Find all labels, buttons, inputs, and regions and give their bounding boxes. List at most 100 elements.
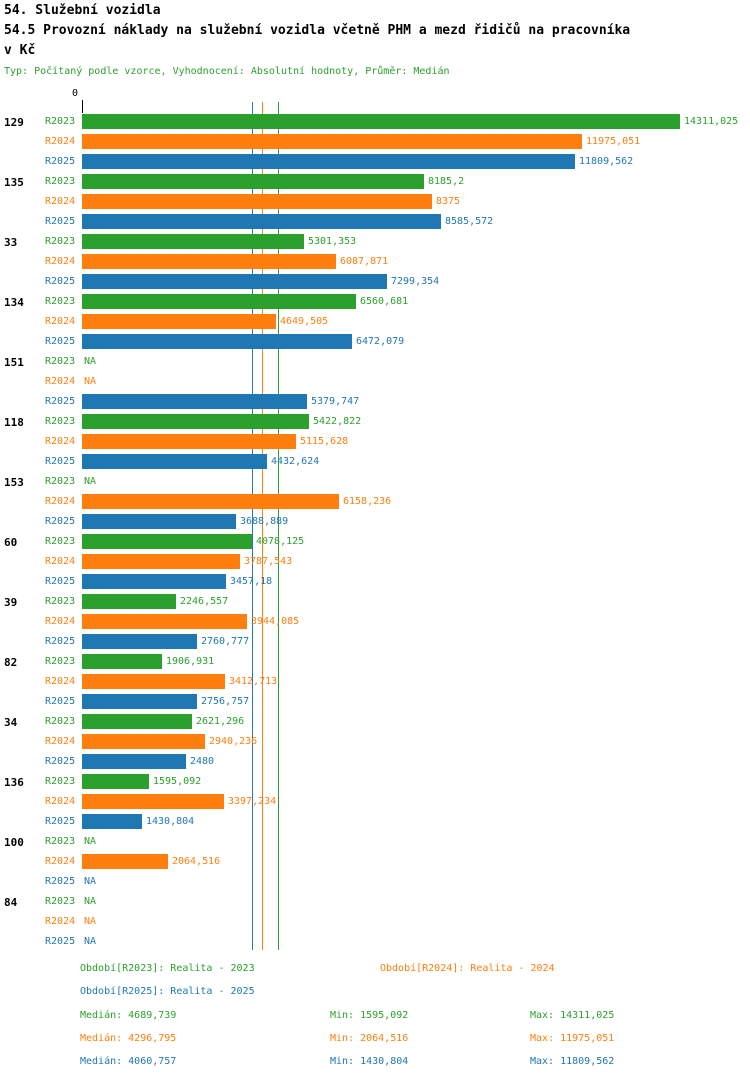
bar-value-label: 1595,092 <box>153 776 202 787</box>
bar-129-r2025 <box>82 154 575 169</box>
bar-136-r2024 <box>82 794 224 809</box>
series-label-r2023: R2023 <box>45 416 76 427</box>
bar-118-r2023 <box>82 414 309 429</box>
group-id-label: 153 <box>4 476 24 489</box>
bar-row: R2024 6158,236 <box>0 492 750 512</box>
series-label-r2025: R2025 <box>45 876 76 887</box>
na-label: NA <box>84 836 97 847</box>
group-id-label: 134 <box>4 296 24 309</box>
legend-r2023: Období[R2023]: Realita - 2023 <box>80 963 255 974</box>
bar-row: R2024 3944,085 <box>0 612 750 632</box>
legend-r2024: Období[R2024]: Realita - 2024 <box>380 963 555 974</box>
bar-value-label: 6087,871 <box>340 256 389 267</box>
bar-row: R2023 2246,557 <box>0 592 750 612</box>
bar-134-r2023 <box>82 294 356 309</box>
series-label-r2025: R2025 <box>45 336 76 347</box>
bar-row: R2023 8185,2 <box>0 172 750 192</box>
bar-60-r2024 <box>82 554 240 569</box>
bar-value-label: 3457,18 <box>230 576 273 587</box>
bar-row: R2025 3688,889 <box>0 512 750 532</box>
series-label-r2025: R2025 <box>45 576 76 587</box>
bar-82-r2025 <box>82 694 197 709</box>
bar-row: R2025 NA <box>0 932 750 952</box>
bar-39-r2025 <box>82 634 197 649</box>
bar-row: R2024 8375 <box>0 192 750 212</box>
bar-118-r2024 <box>82 434 296 449</box>
series-label-r2023: R2023 <box>45 536 76 547</box>
bar-value-label: 4432,624 <box>271 456 320 467</box>
bar-group-60: 60 R2023 4078,125 R2024 3787,543 R2025 3457,18 <box>0 532 750 592</box>
series-label-r2025: R2025 <box>45 156 76 167</box>
chart-type-line: Typ: Počítaný podle vzorce, Vyhodnocení:… <box>4 66 450 77</box>
bar-row: R2025 5379,747 <box>0 392 750 412</box>
bar-row: R2023 1906,931 <box>0 652 750 672</box>
bar-group-34: 34 R2023 2621,296 R2024 2940,236 R2025 2480 <box>0 712 750 772</box>
bar-33-r2025 <box>82 274 387 289</box>
bar-row: R2023 NA <box>0 892 750 912</box>
na-label: NA <box>84 376 97 387</box>
stat-max-r2025: Max: 11809,562 <box>530 1056 615 1067</box>
bar-row: R2025 NA <box>0 872 750 892</box>
bar-value-label: 4078,125 <box>256 536 305 547</box>
stat-max-r2024: Max: 11975,051 <box>530 1033 615 1044</box>
median-line-r2024 <box>262 102 263 950</box>
series-label-r2023: R2023 <box>45 356 76 367</box>
series-label-r2025: R2025 <box>45 516 76 527</box>
stat-min-r2025: Min: 1430,804 <box>330 1056 409 1067</box>
bar-136-r2023 <box>82 774 149 789</box>
bar-value-label: 8585,572 <box>445 216 494 227</box>
bar-group-84: 84 R2023 NA R2024 NA R2025 NA <box>0 892 750 952</box>
bar-135-r2025 <box>82 214 441 229</box>
series-label-r2025: R2025 <box>45 636 76 647</box>
bar-row: R2023 5301,353 <box>0 232 750 252</box>
stat-max-r2023: Max: 14311,025 <box>530 1010 615 1021</box>
series-label-r2024: R2024 <box>45 676 76 687</box>
bar-value-label: 5379,747 <box>311 396 360 407</box>
series-label-r2023: R2023 <box>45 116 76 127</box>
axis-zero-label: 0 <box>71 88 78 99</box>
bar-row: R2024 2064,516 <box>0 852 750 872</box>
bar-row: R2024 2940,236 <box>0 732 750 752</box>
bar-value-label: 3944,085 <box>251 616 300 627</box>
bar-value-label: 2480 <box>190 756 215 767</box>
bar-row: R2023 5422,822 <box>0 412 750 432</box>
bar-82-r2023 <box>82 654 162 669</box>
stat-median-r2024: Medián: 4296,795 <box>80 1033 177 1044</box>
bar-row: R2024 4649,505 <box>0 312 750 332</box>
bar-row: R2024 11975,051 <box>0 132 750 152</box>
bar-135-r2024 <box>82 194 432 209</box>
bar-135-r2023 <box>82 174 424 189</box>
stat-min-r2024: Min: 2064,516 <box>330 1033 409 1044</box>
bar-34-r2023 <box>82 714 192 729</box>
series-label-r2024: R2024 <box>45 436 76 447</box>
bar-value-label: 5301,353 <box>308 236 357 247</box>
bar-134-r2025 <box>82 334 352 349</box>
bar-row: R2023 NA <box>0 832 750 852</box>
bar-60-r2025 <box>82 574 226 589</box>
group-id-label: 60 <box>4 536 18 549</box>
bar-value-label: 11809,562 <box>579 156 634 167</box>
bar-group-151: 151 R2023 NA R2024 NA R2025 5379,747 <box>0 352 750 412</box>
stat-min-r2023: Min: 1595,092 <box>330 1010 409 1021</box>
series-label-r2025: R2025 <box>45 276 76 287</box>
series-label-r2025: R2025 <box>45 696 76 707</box>
bar-value-label: 14311,025 <box>684 116 739 127</box>
bar-group-136: 136 R2023 1595,092 R2024 3397,234 R2025 1430,8… <box>0 772 750 832</box>
group-id-label: 135 <box>4 176 24 189</box>
bar-row: R2025 3457,18 <box>0 572 750 592</box>
series-label-r2024: R2024 <box>45 496 76 507</box>
bar-row: R2024 6087,871 <box>0 252 750 272</box>
bar-row: R2023 4078,125 <box>0 532 750 552</box>
bar-group-100: 100 R2023 NA R2024 2064,516 R2025 NA <box>0 832 750 892</box>
series-label-r2023: R2023 <box>45 236 76 247</box>
bar-value-label: 5115,628 <box>300 436 349 447</box>
group-id-label: 118 <box>4 416 24 429</box>
series-label-r2025: R2025 <box>45 456 76 467</box>
bar-value-label: 8375 <box>436 196 461 207</box>
bar-row: R2025 2756,757 <box>0 692 750 712</box>
series-label-r2023: R2023 <box>45 836 76 847</box>
bar-row: R2024 3787,543 <box>0 552 750 572</box>
bar-group-153: 153 R2023 NA R2024 6158,236 R2025 3688,889 <box>0 472 750 532</box>
bar-row: R2023 2621,296 <box>0 712 750 732</box>
